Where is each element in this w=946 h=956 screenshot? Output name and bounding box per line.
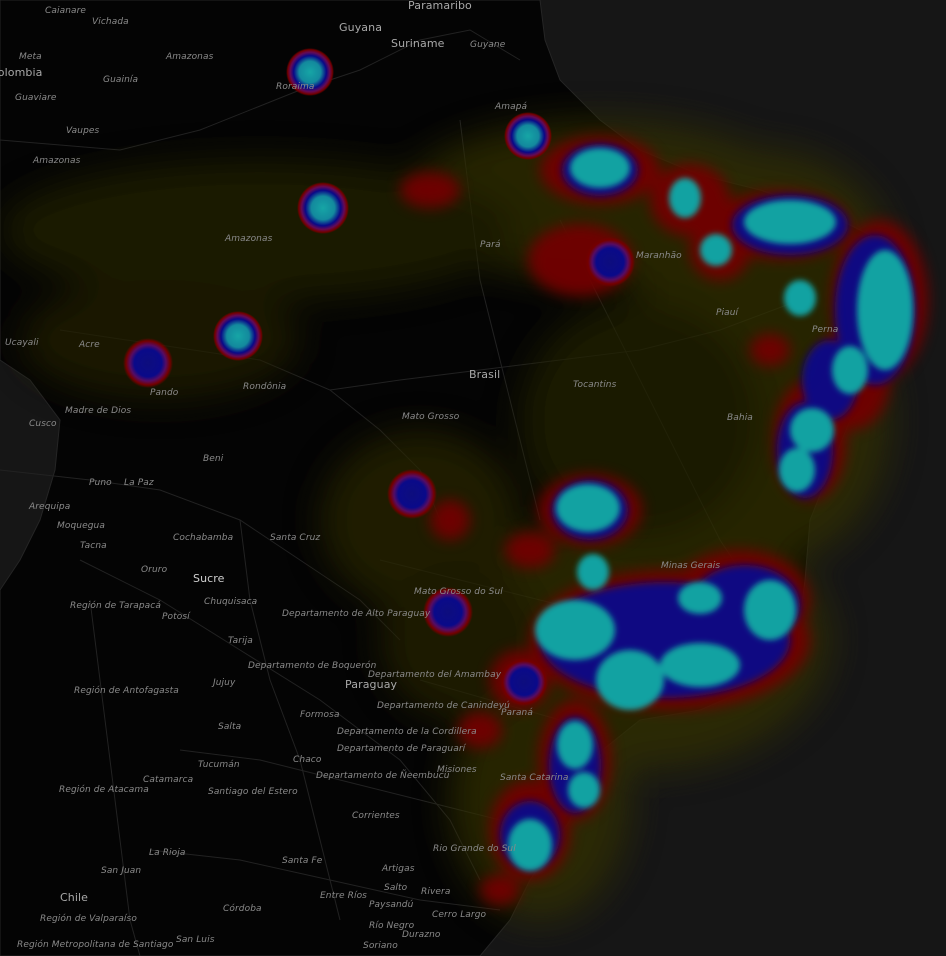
label-para: Pará: [480, 240, 501, 250]
label-guyana: Guyana: [339, 21, 383, 34]
label-santiago: Región Metropolitana de Santiago: [17, 940, 174, 950]
label-santa-cruz: Santa Cruz: [270, 533, 321, 543]
label-pando: Pando: [150, 388, 179, 398]
label-canindeyu: Departamento de Canindeyú: [377, 701, 510, 711]
label-suriname: Suriname: [391, 37, 445, 50]
label-cerro-largo: Cerro Largo: [432, 910, 487, 920]
label-roraima: Roraima: [276, 82, 315, 92]
label-pernambuco: Perna: [812, 325, 839, 335]
label-paraguay: Paraguay: [345, 678, 398, 691]
label-salta: Salta: [218, 722, 242, 732]
label-paramaribo: Paramaribo: [408, 0, 472, 12]
label-ucayali: Ucayali: [5, 338, 39, 348]
label-vichada: Vichada: [92, 17, 129, 27]
isolated-hotspots: [123, 48, 635, 706]
label-tarapaca: Región de Tarapacá: [70, 601, 161, 611]
label-amapa: Amapá: [495, 102, 528, 112]
label-maranhao: Maranhão: [636, 251, 682, 261]
label-potosi: Potosí: [162, 612, 190, 622]
label-soriano: Soriano: [363, 941, 398, 951]
hotspot-amazonas: [297, 182, 349, 234]
label-san-luis: San Luis: [176, 935, 215, 945]
label-piaui: Piauí: [716, 308, 739, 318]
label-cochabamba: Cochabamba: [173, 533, 234, 543]
label-salto: Salto: [384, 883, 408, 893]
label-tacna: Tacna: [80, 541, 107, 551]
label-chaco: Chaco: [293, 755, 322, 765]
label-brasil: Brasil: [469, 368, 501, 381]
label-jujuy: Jujuy: [213, 678, 236, 688]
label-catamarca: Catamarca: [143, 775, 194, 785]
label-tocantins: Tocantins: [573, 380, 617, 390]
label-guainia: Guainía: [103, 75, 139, 85]
hotspot-parana: [500, 658, 548, 706]
label-vaupes: Vaupes: [66, 126, 100, 136]
label-caianare: Caianare: [45, 6, 87, 16]
label-santa-fe: Santa Fe: [282, 856, 323, 866]
hotspot-rondonia-west: [213, 311, 263, 361]
label-boqueron: Departamento de Boquerón: [248, 661, 377, 671]
label-mato-grosso: Mato Grosso: [402, 412, 460, 422]
hotspot-roraima: [286, 48, 334, 96]
label-mato-grosso-sul: Mato Grosso do Sul: [414, 587, 503, 597]
label-corrientes: Corrientes: [352, 811, 400, 821]
label-rondonia: Rondônia: [243, 382, 287, 392]
label-cusco: Cusco: [29, 419, 57, 429]
label-la-paz: La Paz: [124, 478, 154, 488]
label-puno: Puno: [89, 478, 112, 488]
hotspot-mato-grosso: [387, 469, 437, 519]
label-arequipa: Arequipa: [29, 502, 71, 512]
label-minas-gerais: Minas Gerais: [661, 561, 721, 571]
label-entre-rios: Entre Ríos: [320, 891, 367, 901]
hotspot-amapa: [504, 112, 552, 160]
label-artigas: Artigas: [382, 864, 415, 874]
label-guaviare: Guaviare: [15, 93, 57, 103]
label-meta: Meta: [19, 52, 42, 62]
hotspot-acre: [123, 338, 173, 388]
label-guyane: Guyane: [470, 40, 506, 50]
label-tucuman: Tucumán: [198, 760, 240, 770]
label-neembucu: Departamento de Ñeembucú: [316, 771, 450, 781]
label-chuquisaca: Chuquisaca: [204, 597, 258, 607]
label-amambay: Departamento del Amambay: [368, 670, 502, 680]
heat-core-layer: [508, 148, 913, 871]
label-rivera: Rivera: [421, 887, 451, 897]
label-moquegua: Moquegua: [57, 521, 105, 531]
label-amazonas-co: Amazonas: [166, 52, 214, 62]
label-oruro: Oruro: [141, 565, 168, 575]
label-amazonas-co2: Amazonas: [33, 156, 81, 166]
label-sucre: Sucre: [193, 572, 225, 585]
label-santa-catarina: Santa Catarina: [500, 773, 569, 783]
label-san-juan: San Juan: [101, 866, 142, 876]
hotspot-maranhao: [585, 237, 635, 287]
label-paraguari: Departamento de Paraguarí: [337, 744, 466, 754]
label-valparaiso: Región de Valparaíso: [40, 914, 137, 924]
label-rio-negro: Río Negro: [369, 921, 415, 931]
label-alto-paraguay: Departamento de Alto Paraguay: [282, 609, 431, 619]
label-colombia: Colombia: [0, 66, 43, 79]
label-madre-de-dios: Madre de Dios: [65, 406, 132, 416]
label-rio-grande-sul: Rio Grande do Sul: [433, 844, 516, 854]
label-parana: Paraná: [501, 708, 533, 718]
label-paysandu: Paysandú: [369, 900, 414, 910]
label-cordillera: Departamento de la Cordillera: [337, 727, 477, 737]
label-antofagasta: Región de Antofagasta: [74, 686, 179, 696]
label-bahia: Bahia: [727, 413, 753, 423]
label-amazonas-br: Amazonas: [225, 234, 273, 244]
label-durazno: Durazno: [402, 930, 441, 940]
label-tarija: Tarija: [228, 636, 253, 646]
label-santiago-estero: Santiago del Estero: [208, 787, 298, 797]
label-cordoba: Córdoba: [223, 904, 262, 914]
label-misiones: Misiones: [437, 765, 477, 775]
label-chile: Chile: [60, 891, 89, 904]
label-beni: Beni: [203, 454, 224, 464]
label-formosa: Formosa: [300, 710, 340, 720]
label-acre: Acre: [79, 340, 100, 350]
label-la-rioja: La Rioja: [149, 848, 186, 858]
hotspot-mato-grosso-sul: [423, 587, 473, 637]
label-atacama: Región de Atacama: [59, 785, 149, 795]
